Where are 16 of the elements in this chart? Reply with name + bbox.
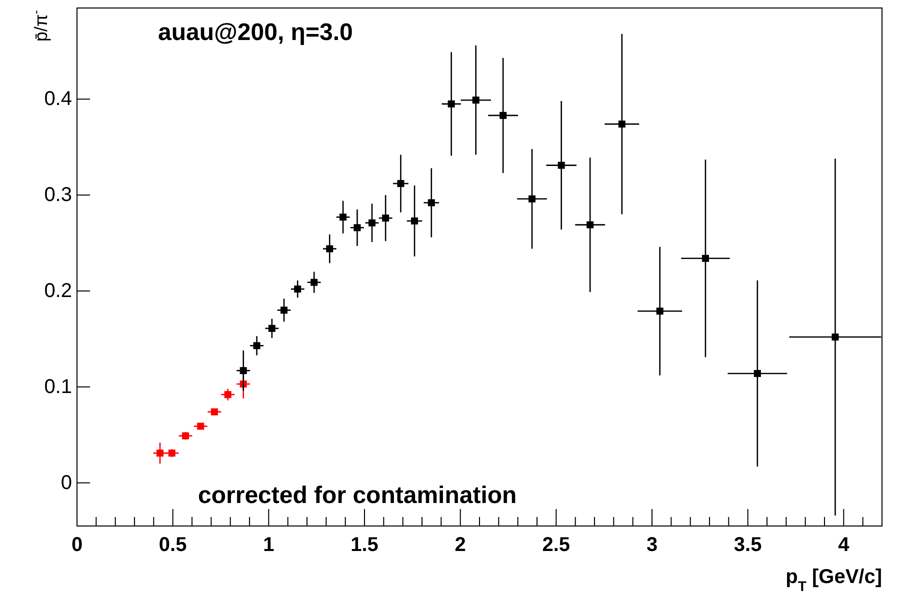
x-axis-title: p$_{T}$ [GeV/c] [786,566,882,593]
x-tick-label: 0.5 [158,534,187,556]
text: auau@200, η=3.0 [158,19,353,46]
x-tick-label: 1 [263,534,274,556]
y-tick-label: 0.4 [44,88,72,110]
y-tick-label: 0.2 [44,280,72,302]
annotation: corrected for contamination [198,482,517,509]
x-tick-label: 2.5 [542,534,570,556]
y-tick-label: 0.1 [44,376,72,398]
x-tick-label: 1.5 [350,534,378,556]
x-tick-label: 3 [646,534,658,556]
x-tick-label: 3.5 [734,534,762,556]
y-tick-label: 0 [60,472,72,494]
x-tick-label: 2 [454,534,466,556]
x-tick-label: 4 [838,534,850,556]
y-tick-label: 0.3 [44,184,72,206]
